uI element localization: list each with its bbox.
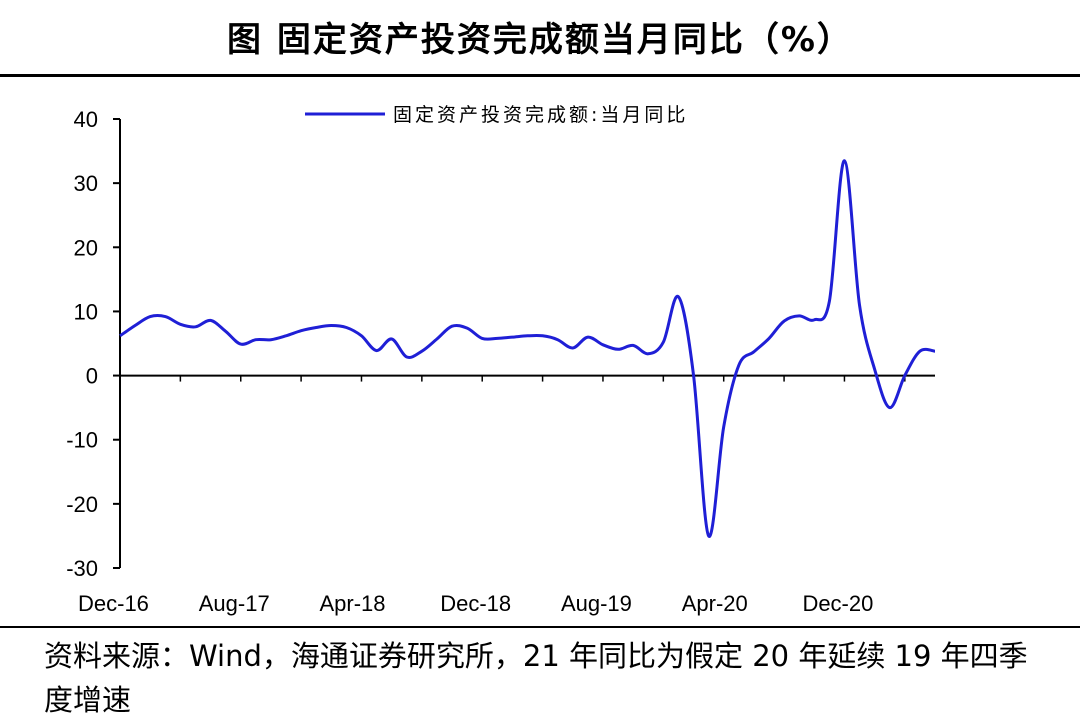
page-title: 图 固定资产投资完成额当月同比（%） — [227, 20, 853, 60]
legend: 固定资产投资完成额:当月同比 — [305, 104, 688, 126]
x-tick-label: Dec-16 — [78, 591, 149, 616]
x-tick-label: Aug-17 — [199, 591, 270, 616]
y-tick-label: -10 — [66, 428, 98, 453]
title-divider — [0, 74, 1080, 77]
y-tick-label: -20 — [66, 492, 98, 517]
plot-area — [119, 159, 936, 538]
x-tick-label: Apr-18 — [319, 591, 385, 616]
y-tick-label: 10 — [74, 299, 98, 324]
x-tick-label: Dec-20 — [802, 591, 873, 616]
x-tick-label: Dec-18 — [440, 591, 511, 616]
x-tick-label: Apr-20 — [682, 591, 748, 616]
y-tick-label: 30 — [74, 171, 98, 196]
y-tick-label: 20 — [74, 235, 98, 260]
x-axis: Dec-16 Aug-17 Apr-18 Dec-18 Aug-19 Apr-20 Dec-… — [78, 374, 935, 616]
source-note: 资料来源：Wind，海通证券研究所，21 年同比为假定 20 年延续 19 年四… — [44, 639, 1028, 717]
y-axis: 40 30 20 10 0 -10 -20 -30 — [66, 107, 121, 581]
legend-label: 固定资产投资完成额:当月同比 — [393, 104, 688, 126]
y-tick-label: -30 — [66, 556, 98, 581]
footer-divider — [0, 626, 1080, 628]
y-tick-label: 40 — [74, 107, 98, 132]
line-chart: 固定资产投资完成额:当月同比 40 30 20 10 0 -10 -20 -30 Dec-16… — [66, 104, 936, 616]
y-tick-label: 0 — [86, 364, 98, 389]
series-line — [119, 159, 936, 538]
x-tick-label: Aug-19 — [561, 591, 632, 616]
